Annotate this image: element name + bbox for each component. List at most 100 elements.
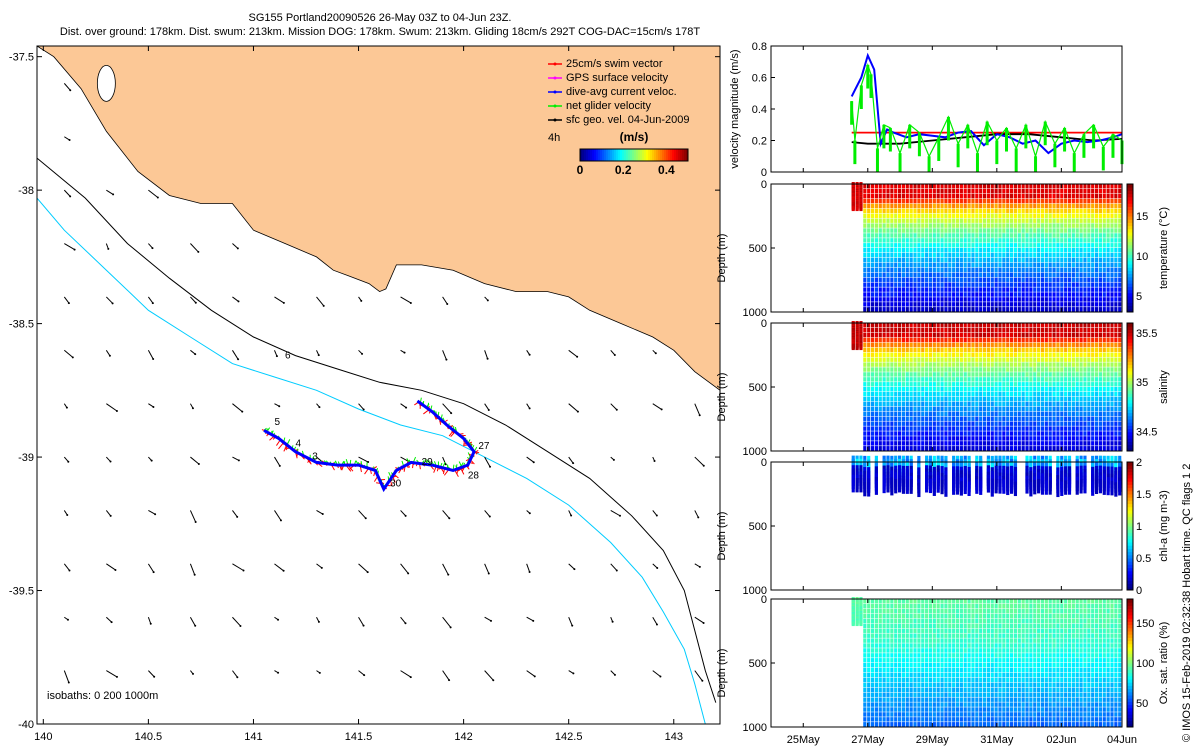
profile-cell bbox=[928, 431, 933, 436]
profile-cell bbox=[917, 352, 921, 357]
profile-cell bbox=[921, 441, 925, 446]
profile-cell bbox=[878, 411, 882, 417]
profile-cell bbox=[959, 391, 963, 397]
geo-arrow-head bbox=[73, 248, 76, 251]
profile-cell bbox=[1064, 184, 1068, 189]
profile-cell bbox=[955, 401, 960, 407]
profile-cell bbox=[1064, 302, 1068, 307]
profile-cell bbox=[979, 272, 983, 278]
profile-cell bbox=[1079, 223, 1083, 228]
profile-cell bbox=[986, 387, 990, 392]
profile-cell bbox=[1029, 332, 1033, 338]
profile-cell bbox=[1102, 257, 1106, 263]
profile-cell bbox=[1048, 297, 1052, 302]
profile-cell bbox=[932, 277, 936, 282]
profile-cell bbox=[882, 357, 886, 362]
profile-cell bbox=[867, 287, 871, 292]
profile-cell bbox=[990, 441, 994, 446]
profile-cell bbox=[894, 213, 898, 218]
profile-cell bbox=[1094, 272, 1099, 278]
profile-cell bbox=[979, 406, 983, 412]
profile-cell bbox=[1102, 208, 1106, 214]
profile-cell bbox=[967, 282, 971, 287]
profile-cell bbox=[1056, 302, 1060, 307]
profile-cell bbox=[917, 416, 921, 421]
profile-cell bbox=[955, 188, 960, 194]
profile-cell bbox=[952, 347, 956, 353]
profile-cell bbox=[1102, 272, 1106, 278]
profile-cell bbox=[1025, 243, 1029, 248]
profile-cell bbox=[1002, 257, 1006, 263]
profile-cell bbox=[928, 332, 933, 338]
profile-cell bbox=[967, 243, 971, 248]
profile-cell bbox=[986, 401, 990, 407]
profile-cell bbox=[1013, 307, 1018, 312]
profile-cell bbox=[1102, 238, 1106, 243]
profile-cell bbox=[1056, 198, 1060, 204]
profile-cell bbox=[990, 297, 994, 302]
profile-cell bbox=[863, 248, 867, 253]
profile-cell bbox=[1118, 282, 1122, 287]
profile-cell bbox=[982, 233, 987, 238]
profile-cell bbox=[1110, 377, 1114, 382]
geo-arrow-head bbox=[366, 571, 369, 574]
profile-cell bbox=[1083, 223, 1087, 228]
profile-cell bbox=[886, 372, 890, 377]
profile-cell bbox=[1083, 372, 1087, 377]
profile-cell bbox=[1029, 248, 1033, 253]
profile-cell bbox=[998, 387, 1002, 392]
colorbar-swatch bbox=[678, 149, 681, 161]
profile-cell bbox=[1102, 223, 1106, 228]
profile-cell bbox=[1037, 223, 1041, 228]
geo-arrow-head bbox=[655, 514, 658, 517]
profile-cell bbox=[1067, 188, 1072, 194]
profile-cell bbox=[979, 441, 983, 446]
profile-cell bbox=[855, 345, 859, 351]
profile-cell bbox=[863, 252, 867, 258]
profile-cell bbox=[1102, 292, 1106, 297]
geo-arrow bbox=[484, 616, 492, 622]
profile-cell bbox=[1009, 431, 1014, 436]
profile-cell bbox=[1083, 228, 1087, 233]
profile-cell bbox=[917, 347, 921, 353]
profile-cell bbox=[1006, 436, 1010, 441]
profile-cell bbox=[1064, 267, 1068, 273]
profile-cell bbox=[944, 436, 948, 441]
profile-cell bbox=[867, 377, 871, 382]
profile-cell bbox=[1106, 228, 1110, 233]
profile-cell bbox=[982, 282, 987, 287]
profile-cell bbox=[878, 382, 882, 387]
profile-cell bbox=[1083, 198, 1087, 204]
profile-cell bbox=[909, 323, 913, 328]
profile-cell bbox=[1083, 243, 1087, 248]
profile-cell bbox=[979, 257, 983, 263]
geo-arrow bbox=[105, 350, 111, 357]
map-y-tick-label: -39.5 bbox=[9, 586, 34, 598]
profile-cell bbox=[1006, 203, 1010, 209]
profile-cell bbox=[940, 377, 944, 382]
profile-cell bbox=[1118, 327, 1122, 333]
profile-cell bbox=[1017, 446, 1021, 451]
profile-cell bbox=[932, 401, 936, 407]
profile-cell bbox=[917, 431, 921, 436]
profile-cell bbox=[1044, 367, 1048, 372]
colorbar-swatch bbox=[586, 149, 589, 161]
profile-cell bbox=[1017, 387, 1021, 392]
profile-cell bbox=[874, 446, 878, 451]
profile-cell bbox=[867, 233, 871, 238]
profile-cell bbox=[967, 277, 971, 282]
profile-cell bbox=[1114, 441, 1118, 446]
profile-cell bbox=[928, 367, 933, 372]
geo-arrow-head bbox=[409, 301, 412, 304]
profile-cell bbox=[1094, 257, 1099, 263]
profile-cell bbox=[1091, 367, 1095, 372]
profile-cell bbox=[998, 302, 1002, 307]
geo-arrow-head bbox=[151, 302, 154, 305]
profile-cell bbox=[1064, 292, 1068, 297]
profile-cell bbox=[901, 362, 906, 367]
profile-cell bbox=[1118, 416, 1122, 421]
profile-cell bbox=[975, 262, 979, 268]
profile-cell bbox=[990, 436, 994, 441]
profile-cell bbox=[1067, 411, 1072, 417]
